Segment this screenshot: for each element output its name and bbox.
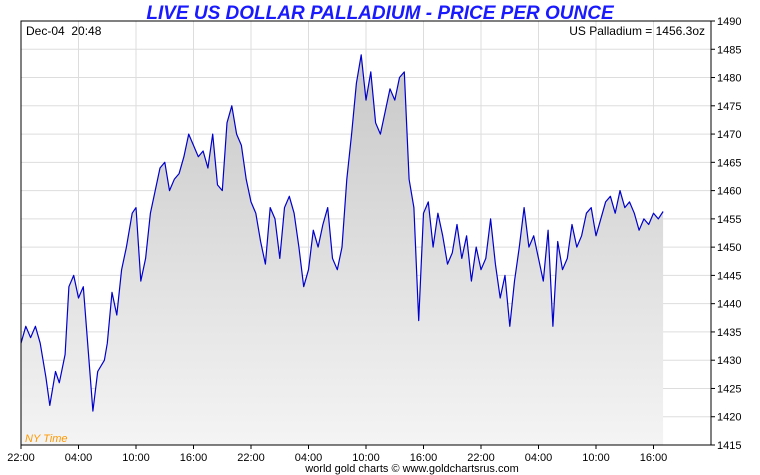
current-price-label: US Palladium = 1456.3oz xyxy=(569,24,705,38)
x-axis: 22:00 04:00 10:00 16:00 22:00 04:00 10:00 16:00… xyxy=(7,445,667,464)
y-tick-label: 1420 xyxy=(717,412,741,424)
plot-series xyxy=(21,54,664,445)
y-tick-label: 1430 xyxy=(717,355,741,367)
x-tick-label: 04:00 xyxy=(65,452,93,464)
x-tick-label: 16:00 xyxy=(180,452,208,464)
x-tick-label: 22:00 xyxy=(467,452,495,464)
y-tick-label: 1445 xyxy=(717,270,741,282)
y-tick-label: 1415 xyxy=(717,440,741,452)
y-tick-label: 1450 xyxy=(717,242,741,254)
timezone-label: NY Time xyxy=(25,433,68,445)
y-tick-label: 1465 xyxy=(717,157,741,169)
y-tick-label: 1485 xyxy=(717,44,741,56)
y-tick-label: 1460 xyxy=(717,186,741,198)
x-tick-label: 16:00 xyxy=(410,452,438,464)
y-tick-label: 1475 xyxy=(717,101,741,113)
y-tick-label: 1480 xyxy=(717,73,741,85)
date-time-label: Dec-04 20:48 xyxy=(26,24,102,38)
chart-title: LIVE US DOLLAR PALLADIUM - PRICE PER OUN… xyxy=(146,3,615,24)
footer-credit: world gold charts © www.goldchartsrus.co… xyxy=(304,463,519,475)
x-tick-label: 10:00 xyxy=(352,452,380,464)
y-tick-label: 1490 xyxy=(717,16,741,28)
x-tick-label: 10:00 xyxy=(122,452,150,464)
x-tick-label: 04:00 xyxy=(295,452,323,464)
x-tick-label: 04:00 xyxy=(525,452,553,464)
y-tick-label: 1470 xyxy=(717,129,741,141)
y-tick-label: 1435 xyxy=(717,327,741,339)
y-tick-label: 1455 xyxy=(717,214,741,226)
y-tick-label: 1440 xyxy=(717,299,741,311)
price-line xyxy=(21,54,664,412)
y-axis: 1415 1420 1425 1430 1435 1440 1445 1450 1455 1460… xyxy=(711,16,741,452)
y-tick-label: 1425 xyxy=(717,383,741,395)
x-tick-label: 16:00 xyxy=(640,452,668,464)
x-tick-label: 22:00 xyxy=(237,452,265,464)
price-area-fill xyxy=(21,54,664,445)
x-tick-label: 10:00 xyxy=(582,452,610,464)
x-tick-label: 22:00 xyxy=(7,452,35,464)
